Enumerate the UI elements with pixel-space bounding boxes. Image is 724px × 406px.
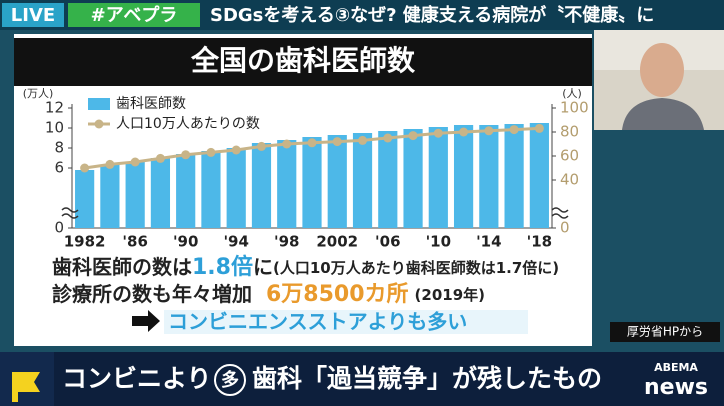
x-tick-label: 2002 bbox=[316, 233, 358, 251]
axis-break bbox=[551, 207, 569, 219]
note-text: (人口10万人あたり歯科医師数は1.7倍に) bbox=[273, 259, 559, 277]
point bbox=[282, 139, 292, 149]
point bbox=[155, 153, 165, 163]
ticker-text: コンビニより bbox=[62, 364, 212, 393]
bar bbox=[352, 133, 373, 228]
source: 厚労省HPから bbox=[627, 325, 703, 339]
y-tick-label: 6 bbox=[54, 159, 64, 177]
y-tick-label: 8 bbox=[54, 139, 64, 157]
axis-break bbox=[61, 207, 79, 219]
note-conclusion: コンビニエンスストアよりも多い bbox=[168, 310, 467, 334]
point bbox=[433, 128, 443, 138]
bar bbox=[529, 123, 549, 228]
note-line: 診療所の数も年々増加 6万8500カ所 (2019年) bbox=[52, 282, 485, 308]
note-text: 歯科医師の数は bbox=[52, 255, 192, 279]
bar bbox=[100, 165, 120, 228]
y-tick-label: 12 bbox=[45, 99, 64, 117]
note-highlight: 6万8500カ所 bbox=[266, 282, 409, 307]
x-tick-label: 1982 bbox=[64, 233, 106, 251]
bar bbox=[302, 137, 322, 228]
chart-title: 全国の歯科医師数 bbox=[190, 44, 416, 77]
point bbox=[484, 126, 494, 136]
ticker-text: 歯科「過当競争」が残したもの bbox=[252, 364, 602, 393]
note-text: に bbox=[253, 255, 273, 279]
point bbox=[509, 125, 519, 135]
point bbox=[256, 141, 266, 151]
point bbox=[307, 138, 317, 148]
title-bar bbox=[14, 38, 592, 86]
bar bbox=[504, 124, 524, 228]
person-body bbox=[622, 98, 704, 130]
legend-swatch bbox=[88, 98, 110, 110]
point bbox=[383, 133, 393, 143]
logo-top: ABEMA bbox=[654, 361, 698, 374]
point bbox=[80, 163, 90, 173]
plot: 0 6 8 10 12 0 40 60 80 100 1982 '86 '90 '94 '98 2002 '06… bbox=[45, 96, 589, 251]
bar bbox=[75, 170, 95, 228]
source-box bbox=[610, 322, 720, 342]
point bbox=[105, 159, 115, 169]
point bbox=[358, 135, 368, 145]
x-tick-label: '18 bbox=[527, 233, 552, 251]
y2-axis-unit: (人) bbox=[562, 87, 582, 100]
point bbox=[332, 137, 342, 147]
live-label: LIVE bbox=[11, 5, 55, 26]
point bbox=[130, 157, 140, 167]
note-text: 診療所の数も年々増加 bbox=[52, 282, 252, 306]
y2-tick-label: 0 bbox=[560, 219, 570, 237]
bar bbox=[201, 151, 221, 228]
y-tick-label: 10 bbox=[45, 119, 64, 137]
hashtag: #アベプラ bbox=[91, 4, 178, 26]
arrow-icon bbox=[132, 310, 160, 332]
ticker-bar bbox=[0, 352, 724, 406]
point bbox=[534, 123, 544, 133]
y2-tick-label: 100 bbox=[560, 99, 589, 117]
y2-tick-label: 80 bbox=[560, 123, 579, 141]
x-tick-label: '90 bbox=[173, 233, 198, 251]
legend-swatch bbox=[94, 119, 104, 129]
x-tick-label: '14 bbox=[476, 233, 501, 251]
point bbox=[181, 150, 191, 160]
x-tick-label: '06 bbox=[375, 233, 400, 251]
headline: SDGsを考える③なぜ? 健康支える病院が〝不健康〟に bbox=[210, 4, 654, 26]
ticker-text: 多 bbox=[221, 369, 239, 391]
bar bbox=[479, 125, 499, 228]
x-tick-label: '98 bbox=[274, 233, 299, 251]
point bbox=[231, 145, 241, 155]
y-axis-unit: (万人) bbox=[23, 87, 54, 100]
circle-mark bbox=[214, 364, 246, 396]
bar bbox=[150, 158, 171, 228]
x-tick-label: '10 bbox=[426, 233, 451, 251]
point bbox=[408, 131, 418, 141]
bar bbox=[277, 140, 297, 228]
bar bbox=[251, 143, 272, 228]
bar bbox=[453, 125, 474, 228]
legend-label: 歯科医師数 bbox=[116, 96, 186, 112]
bar bbox=[403, 129, 423, 228]
y2-tick-label: 60 bbox=[560, 147, 579, 165]
hashtag-badge bbox=[68, 3, 200, 27]
point bbox=[206, 147, 216, 157]
point bbox=[459, 127, 469, 137]
x-tick-label: '86 bbox=[122, 233, 147, 251]
person-head bbox=[640, 43, 684, 97]
live-badge bbox=[2, 3, 64, 27]
bar bbox=[378, 131, 398, 228]
y-tick-label: 0 bbox=[54, 219, 64, 237]
y2-tick-label: 40 bbox=[560, 171, 579, 189]
bar bbox=[327, 135, 347, 228]
ticker-flag bbox=[12, 372, 40, 402]
bar bbox=[226, 148, 246, 228]
x-tick-label: '94 bbox=[223, 233, 248, 251]
note-line: 歯科医師の数は1.8倍に(人口10万人あたり歯科医師数は1.7倍に) bbox=[52, 254, 559, 280]
bar bbox=[125, 162, 145, 228]
logo-bottom: news bbox=[644, 375, 708, 400]
bar bbox=[428, 127, 448, 228]
legend-label: 人口10万人あたりの数 bbox=[116, 116, 260, 132]
note-text: (2019年) bbox=[415, 286, 485, 304]
bar bbox=[176, 154, 196, 228]
note-highlight: 1.8倍 bbox=[192, 254, 253, 280]
note-box bbox=[164, 310, 528, 334]
